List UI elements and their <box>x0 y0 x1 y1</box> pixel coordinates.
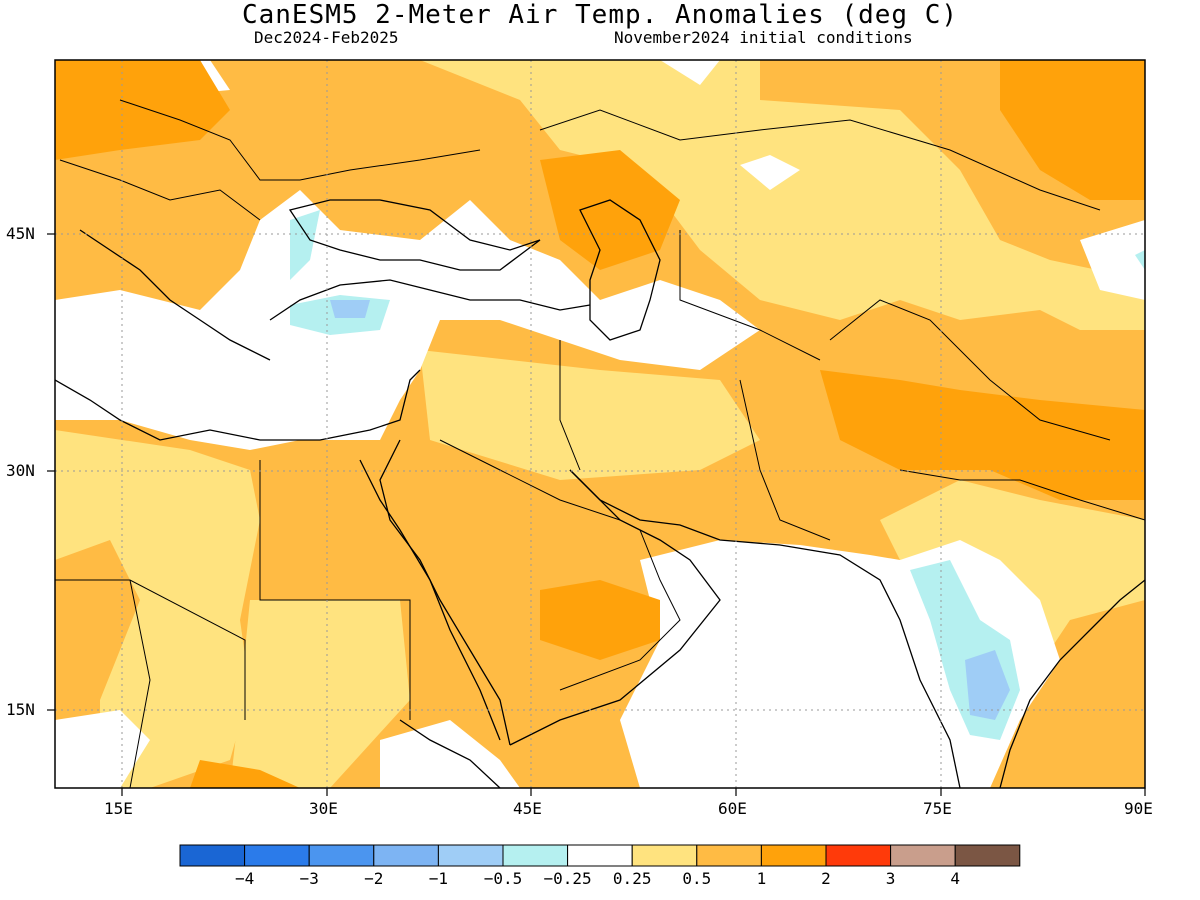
colorbar-label: 2 <box>821 869 831 888</box>
border <box>559 529 681 691</box>
colorbar-cell <box>954 844 1021 867</box>
colorbar-label: −2 <box>364 869 384 888</box>
coastlines <box>55 199 1145 788</box>
lon-label-75e: 75E <box>923 799 952 818</box>
colorbar-label: 0.5 <box>682 869 712 888</box>
grid <box>55 60 1145 788</box>
coastline <box>288 199 541 271</box>
colorbar-label: 0.25 <box>612 869 652 888</box>
anomaly-region-neutral <box>1080 220 1145 300</box>
anomaly-region-yellow <box>55 430 260 788</box>
coastline <box>269 279 591 321</box>
axis-ticks <box>47 233 1146 796</box>
lon-label-60e: 60E <box>718 799 747 818</box>
anomaly-region-warm <box>540 150 680 270</box>
anomaly-region-cool <box>290 210 320 280</box>
colorbar-cell <box>631 844 698 867</box>
anomaly-region-warm <box>1000 60 1145 200</box>
colorbar-cell <box>244 844 310 867</box>
coastline <box>579 199 661 341</box>
anomaly-region-cool <box>330 300 370 318</box>
border <box>259 460 411 720</box>
lat-label-30n: 30N <box>6 461 35 480</box>
colorbar-cell <box>179 844 246 867</box>
coastline <box>79 229 271 361</box>
colorbar-label: −0.5 <box>483 869 523 888</box>
lon-label-15e: 15E <box>104 799 133 818</box>
colorbar-label: 3 <box>885 869 896 888</box>
coastline <box>569 469 961 788</box>
anomaly-region-neutral <box>55 710 150 788</box>
colorbar-cell <box>502 844 569 867</box>
border <box>679 230 821 361</box>
border <box>59 159 261 221</box>
anomaly-region-neutral <box>55 190 760 450</box>
colorbar-label: −3 <box>299 869 319 888</box>
anomaly-region-yellow <box>230 600 410 788</box>
border <box>539 109 1101 211</box>
border <box>129 579 151 788</box>
anomaly-region-warm <box>540 580 660 660</box>
colorbar-label: 4 <box>950 869 961 888</box>
lon-label-90e: 90E <box>1124 799 1153 818</box>
lon-label-45e: 45E <box>513 799 542 818</box>
border <box>119 99 481 181</box>
anomaly-region-cool <box>1135 250 1145 270</box>
initial-conditions-label: November2024 initial conditions <box>614 28 913 47</box>
colorbar-cell <box>567 844 633 867</box>
colorbar-cell <box>308 844 375 867</box>
colorbar-cell <box>373 844 439 867</box>
plot-frame <box>54 59 1146 789</box>
anomaly-region-yellow <box>420 350 760 480</box>
colorbar-label: 1 <box>756 869 767 888</box>
colorbar-label: −1 <box>428 869 449 888</box>
lat-label-15n: 15N <box>6 700 35 719</box>
anomaly-region-neutral <box>740 155 800 190</box>
border <box>439 439 621 521</box>
coastline <box>999 579 1145 788</box>
border <box>739 379 831 541</box>
anomaly-region-yellow <box>420 60 1145 330</box>
border <box>55 579 246 720</box>
coastline <box>359 459 501 741</box>
anomaly-region-warm <box>55 60 230 160</box>
border <box>559 340 581 471</box>
lat-label-45n: 45N <box>6 224 35 243</box>
anomaly-region-cool <box>965 650 1010 720</box>
anomaly-region-neutral <box>380 720 520 788</box>
anomaly-region-yellow <box>880 480 1145 650</box>
colorbar-cell <box>437 844 504 867</box>
coastline <box>399 719 501 788</box>
anomaly-region-neutral <box>660 60 720 85</box>
colorbar-cell <box>696 844 762 867</box>
border <box>829 299 1111 441</box>
colorbar <box>179 844 1021 867</box>
lon-label-30e: 30E <box>309 799 338 818</box>
colorbar-cell <box>760 844 827 867</box>
anomaly-region-warm <box>820 370 1145 500</box>
chart-title: CanESM5 2-Meter Air Temp. Anomalies (deg… <box>241 0 959 30</box>
anomaly-region-warm <box>190 760 300 788</box>
colorbar-label: −4 <box>234 869 255 888</box>
colorbar-cell <box>825 844 892 867</box>
coastline <box>55 369 421 441</box>
colorbar-label: −0.25 <box>543 869 592 888</box>
colorbar-cell <box>890 844 956 867</box>
map-field <box>55 60 1145 788</box>
borders <box>55 99 1145 788</box>
border <box>899 469 1145 521</box>
season-label: Dec2024-Feb2025 <box>254 28 399 47</box>
